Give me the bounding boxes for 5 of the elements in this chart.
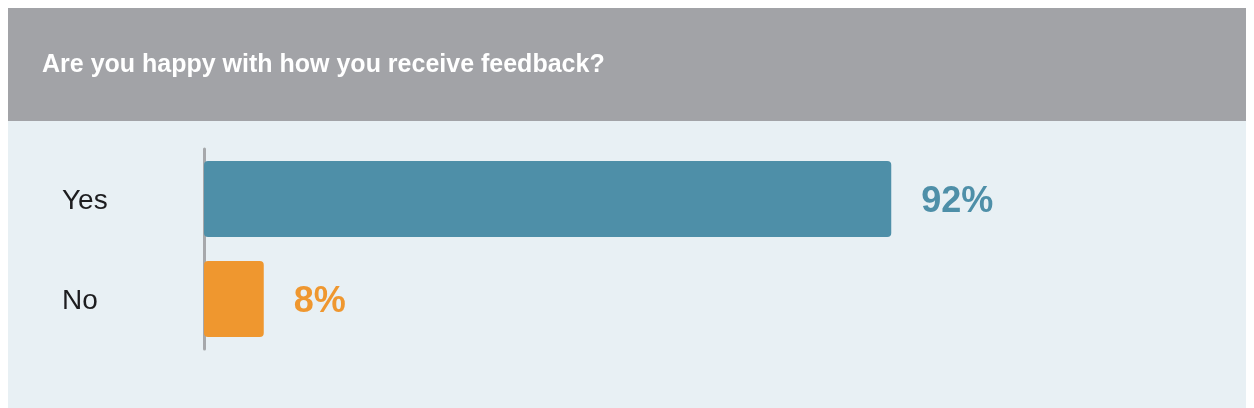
y-tick-label: Yes <box>62 183 108 215</box>
data-label: 8% <box>293 278 346 320</box>
y-tick-label: No <box>62 283 98 315</box>
data-label: 92% <box>921 178 994 220</box>
chart-title: Are you happy with how you receive feedback? <box>42 48 605 77</box>
